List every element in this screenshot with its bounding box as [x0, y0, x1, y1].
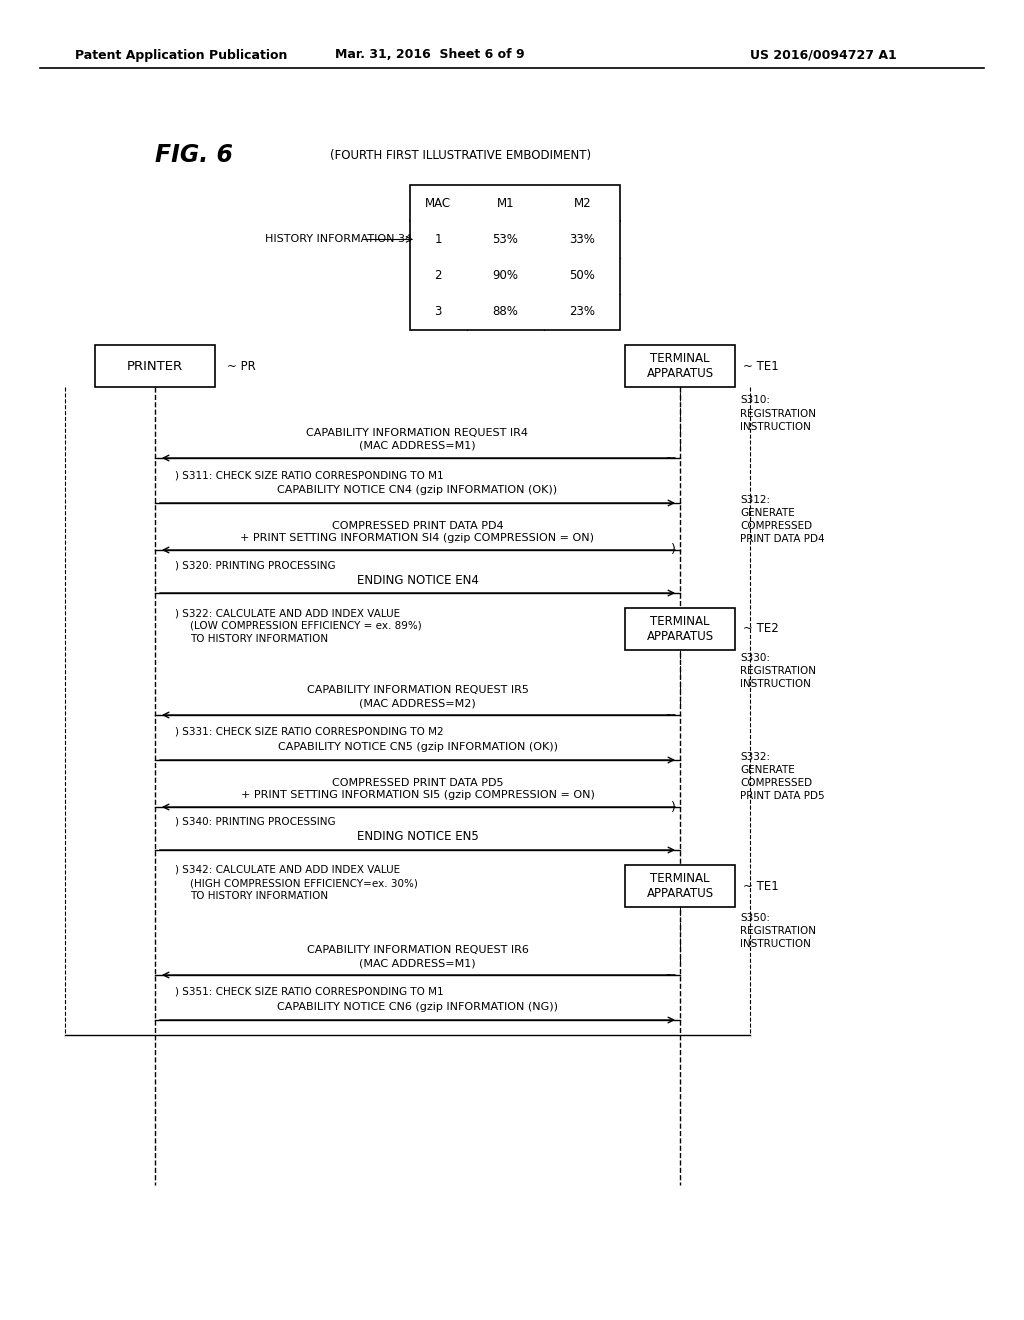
Text: MAC: MAC	[425, 197, 452, 210]
Text: COMPRESSED: COMPRESSED	[740, 521, 812, 531]
Text: ~: ~	[665, 451, 675, 465]
Text: ~ PR: ~ PR	[227, 359, 256, 372]
Text: REGISTRATION: REGISTRATION	[740, 409, 816, 418]
Text: TERMINAL
APPARATUS: TERMINAL APPARATUS	[646, 615, 714, 643]
Text: COMPRESSED: COMPRESSED	[740, 777, 812, 788]
Text: + PRINT SETTING INFORMATION SI4 (gzip COMPRESSION = ON): + PRINT SETTING INFORMATION SI4 (gzip CO…	[241, 533, 595, 543]
Text: CAPABILITY NOTICE CN4 (gzip INFORMATION (OK)): CAPABILITY NOTICE CN4 (gzip INFORMATION …	[278, 484, 557, 495]
Text: ): )	[671, 800, 676, 813]
Text: ) S340: PRINTING PROCESSING: ) S340: PRINTING PROCESSING	[175, 817, 336, 828]
Text: Mar. 31, 2016  Sheet 6 of 9: Mar. 31, 2016 Sheet 6 of 9	[335, 49, 525, 62]
Text: CAPABILITY INFORMATION REQUEST IR5: CAPABILITY INFORMATION REQUEST IR5	[306, 685, 528, 696]
Text: + PRINT SETTING INFORMATION SI5 (gzip COMPRESSION = ON): + PRINT SETTING INFORMATION SI5 (gzip CO…	[241, 789, 595, 800]
Text: (MAC ADDRESS=M1): (MAC ADDRESS=M1)	[359, 958, 476, 968]
Text: REGISTRATION: REGISTRATION	[740, 927, 816, 936]
Text: (MAC ADDRESS=M2): (MAC ADDRESS=M2)	[359, 698, 476, 708]
Text: ENDING NOTICE EN4: ENDING NOTICE EN4	[356, 573, 478, 586]
Text: ~: ~	[665, 709, 675, 722]
Text: ) S320: PRINTING PROCESSING: ) S320: PRINTING PROCESSING	[175, 560, 336, 570]
Text: M2: M2	[573, 197, 591, 210]
Text: TO HISTORY INFORMATION: TO HISTORY INFORMATION	[190, 891, 328, 902]
Bar	[625, 345, 735, 387]
Text: S310:: S310:	[740, 395, 770, 405]
Text: HISTORY INFORMATION 34: HISTORY INFORMATION 34	[265, 235, 412, 244]
Text: CAPABILITY NOTICE CN5 (gzip INFORMATION (OK)): CAPABILITY NOTICE CN5 (gzip INFORMATION …	[278, 742, 557, 752]
Text: FIG. 6: FIG. 6	[155, 143, 233, 168]
Bar	[625, 609, 735, 649]
Bar	[410, 185, 620, 330]
Text: TERMINAL
APPARATUS: TERMINAL APPARATUS	[646, 352, 714, 380]
Text: ) S342: CALCULATE AND ADD INDEX VALUE: ) S342: CALCULATE AND ADD INDEX VALUE	[175, 865, 400, 875]
Text: ) S311: CHECK SIZE RATIO CORRESPONDING TO M1: ) S311: CHECK SIZE RATIO CORRESPONDING T…	[175, 470, 443, 480]
Text: COMPRESSED PRINT DATA PD4: COMPRESSED PRINT DATA PD4	[332, 521, 504, 531]
Text: 33%: 33%	[569, 232, 595, 246]
Text: COMPRESSED PRINT DATA PD5: COMPRESSED PRINT DATA PD5	[332, 777, 503, 788]
Text: 23%: 23%	[569, 305, 595, 318]
Text: (FOURTH FIRST ILLUSTRATIVE EMBODIMENT): (FOURTH FIRST ILLUSTRATIVE EMBODIMENT)	[330, 149, 591, 161]
Text: PRINT DATA PD4: PRINT DATA PD4	[740, 535, 824, 544]
Text: 1: 1	[434, 232, 442, 246]
Text: PRINTER: PRINTER	[127, 359, 183, 372]
Text: GENERATE: GENERATE	[740, 766, 795, 775]
Text: ENDING NOTICE EN5: ENDING NOTICE EN5	[356, 830, 478, 843]
Text: ~ TE2: ~ TE2	[743, 623, 778, 635]
Text: S312:: S312:	[740, 495, 770, 506]
Text: ) S351: CHECK SIZE RATIO CORRESPONDING TO M1: ) S351: CHECK SIZE RATIO CORRESPONDING T…	[175, 987, 443, 997]
Text: S350:: S350:	[740, 913, 770, 923]
Text: INSTRUCTION: INSTRUCTION	[740, 939, 811, 949]
Text: ~: ~	[665, 969, 675, 982]
Text: REGISTRATION: REGISTRATION	[740, 667, 816, 676]
Text: ) S331: CHECK SIZE RATIO CORRESPONDING TO M2: ) S331: CHECK SIZE RATIO CORRESPONDING T…	[175, 727, 443, 737]
Text: 53%: 53%	[493, 232, 518, 246]
Text: GENERATE: GENERATE	[740, 508, 795, 517]
Text: 3: 3	[434, 305, 442, 318]
Bar	[625, 865, 735, 907]
Text: TERMINAL
APPARATUS: TERMINAL APPARATUS	[646, 873, 714, 900]
Text: CAPABILITY NOTICE CN6 (gzip INFORMATION (NG)): CAPABILITY NOTICE CN6 (gzip INFORMATION …	[278, 1002, 558, 1012]
Text: ~ TE1: ~ TE1	[743, 359, 778, 372]
Text: ~ TE1: ~ TE1	[743, 879, 778, 892]
Text: CAPABILITY INFORMATION REQUEST IR4: CAPABILITY INFORMATION REQUEST IR4	[306, 428, 528, 438]
Text: 50%: 50%	[569, 269, 595, 282]
Text: INSTRUCTION: INSTRUCTION	[740, 678, 811, 689]
Text: (LOW COMPRESSION EFFICIENCY = ex. 89%): (LOW COMPRESSION EFFICIENCY = ex. 89%)	[190, 620, 422, 631]
Text: Patent Application Publication: Patent Application Publication	[75, 49, 288, 62]
Text: M1: M1	[497, 197, 514, 210]
Text: 88%: 88%	[493, 305, 518, 318]
Text: PRINT DATA PD5: PRINT DATA PD5	[740, 791, 824, 801]
Text: (MAC ADDRESS=M1): (MAC ADDRESS=M1)	[359, 441, 476, 451]
Text: INSTRUCTION: INSTRUCTION	[740, 422, 811, 432]
Bar	[95, 345, 215, 387]
Text: S332:: S332:	[740, 752, 770, 762]
Text: 2: 2	[434, 269, 442, 282]
Text: ) S322: CALCULATE AND ADD INDEX VALUE: ) S322: CALCULATE AND ADD INDEX VALUE	[175, 609, 400, 618]
Text: S330:: S330:	[740, 653, 770, 663]
Text: US 2016/0094727 A1: US 2016/0094727 A1	[750, 49, 897, 62]
Text: (HIGH COMPRESSION EFFICIENCY=ex. 30%): (HIGH COMPRESSION EFFICIENCY=ex. 30%)	[190, 878, 418, 888]
Text: CAPABILITY INFORMATION REQUEST IR6: CAPABILITY INFORMATION REQUEST IR6	[306, 945, 528, 954]
Text: 90%: 90%	[493, 269, 518, 282]
Text: ): )	[671, 544, 676, 557]
Text: TO HISTORY INFORMATION: TO HISTORY INFORMATION	[190, 634, 328, 644]
